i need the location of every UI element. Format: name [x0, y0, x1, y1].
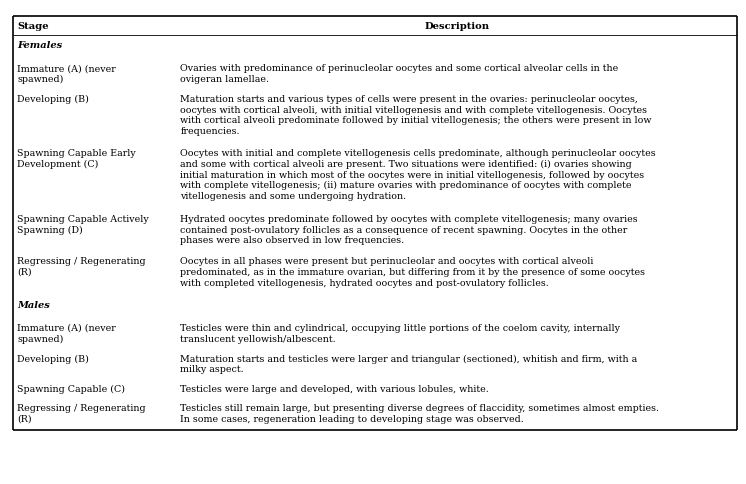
- Text: Testicles were thin and cylindrical, occupying little portions of the coelom cav: Testicles were thin and cylindrical, occ…: [181, 323, 620, 343]
- Text: Developing (B): Developing (B): [17, 94, 90, 104]
- Text: Oocytes in all phases were present but perinucleolar and oocytes with cortical a: Oocytes in all phases were present but p…: [181, 257, 645, 287]
- Text: Immature (A) (never
spawned): Immature (A) (never spawned): [17, 64, 116, 84]
- Text: Spawning Capable (C): Spawning Capable (C): [17, 384, 125, 393]
- Text: Spawning Capable Early
Development (C): Spawning Capable Early Development (C): [17, 149, 137, 168]
- Text: Testicles were large and developed, with various lobules, white.: Testicles were large and developed, with…: [181, 384, 489, 393]
- Text: Hydrated oocytes predominate followed by oocytes with complete vitellogenesis; m: Hydrated oocytes predominate followed by…: [181, 214, 638, 245]
- Text: Oocytes with initial and complete vitellogenesis cells predominate, although per: Oocytes with initial and complete vitell…: [181, 149, 656, 201]
- Text: Females: Females: [17, 41, 63, 50]
- Text: Regressing / Regenerating
(R): Regressing / Regenerating (R): [17, 403, 146, 423]
- Text: Stage: Stage: [17, 22, 49, 31]
- Text: Testicles still remain large, but presenting diverse degrees of flaccidity, some: Testicles still remain large, but presen…: [181, 403, 659, 423]
- Text: Regressing / Regenerating
(R): Regressing / Regenerating (R): [17, 257, 146, 276]
- Text: Immature (A) (never
spawned): Immature (A) (never spawned): [17, 323, 116, 343]
- Text: Developing (B): Developing (B): [17, 354, 90, 363]
- Text: Males: Males: [17, 301, 50, 309]
- Text: Maturation starts and testicles were larger and triangular (sectioned), whitish : Maturation starts and testicles were lar…: [181, 354, 638, 374]
- Text: Description: Description: [424, 22, 489, 31]
- Text: Maturation starts and various types of cells were present in the ovaries: perinu: Maturation starts and various types of c…: [181, 94, 652, 136]
- Text: Spawning Capable Actively
Spawning (D): Spawning Capable Actively Spawning (D): [17, 214, 149, 234]
- Text: Ovaries with predominance of perinucleolar oocytes and some cortical alveolar ce: Ovaries with predominance of perinucleol…: [181, 64, 618, 84]
